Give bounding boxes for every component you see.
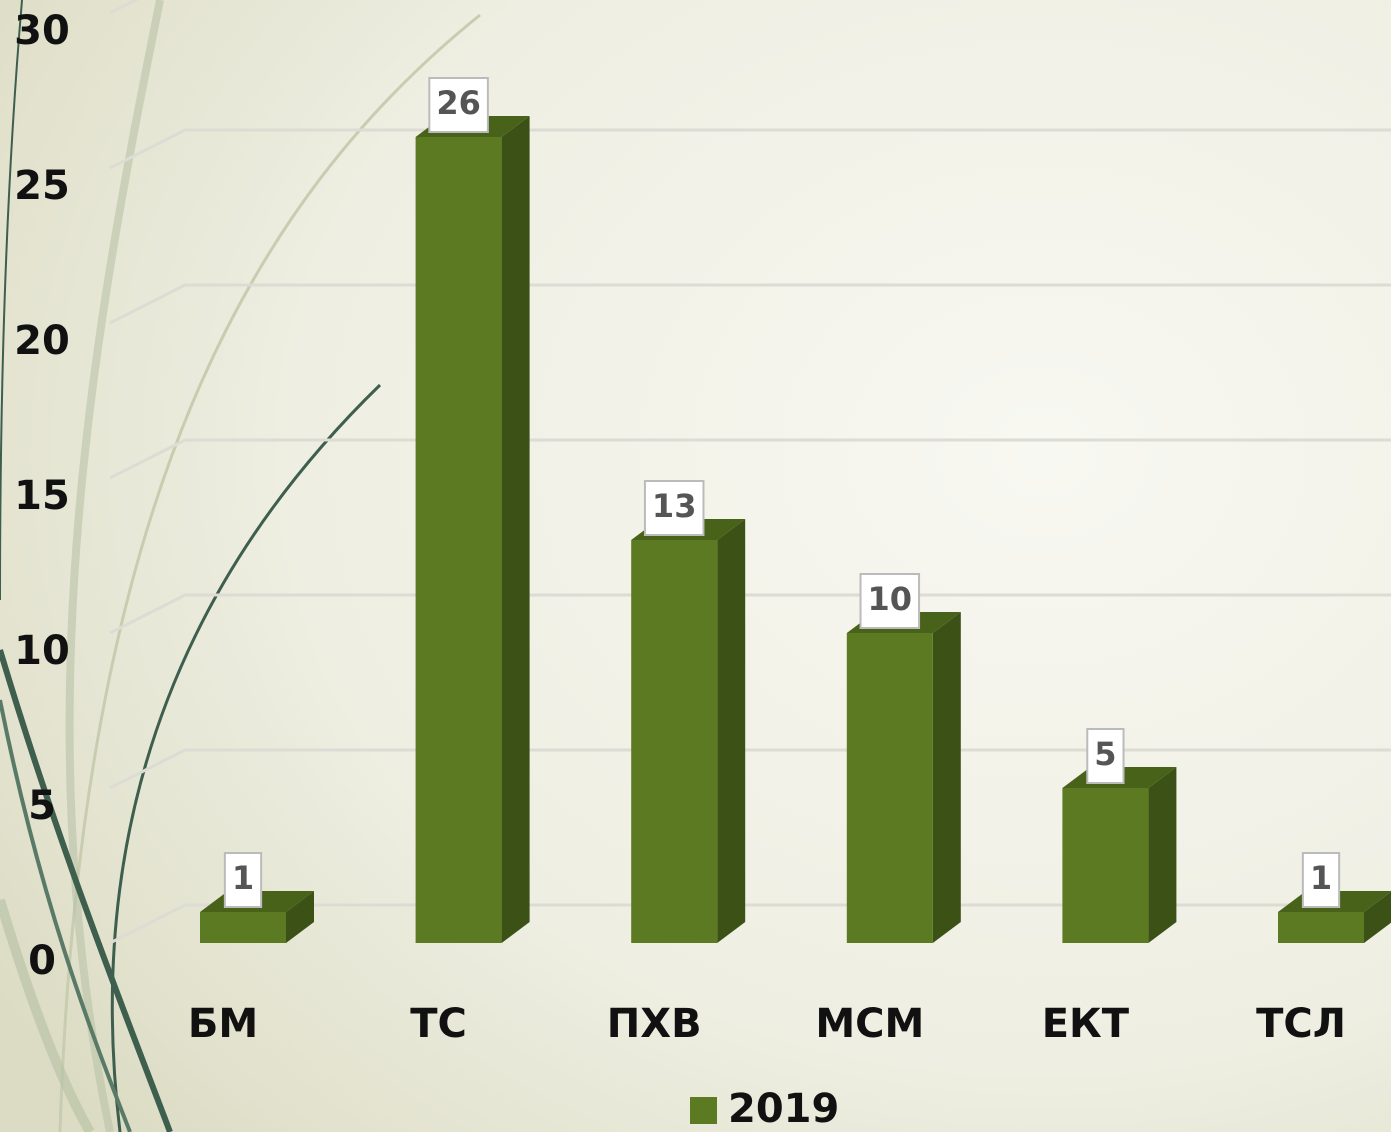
bar-side — [502, 116, 530, 943]
data-label: 13 — [645, 481, 704, 535]
bar — [847, 612, 961, 943]
data-label: 1 — [1303, 853, 1339, 907]
x-tick-label: ТСЛ — [1256, 1001, 1346, 1047]
bar-front — [1278, 912, 1364, 943]
bar-side — [933, 612, 961, 943]
bar-side — [717, 519, 745, 943]
y-tick-label: 10 — [14, 628, 70, 674]
data-label-text: 5 — [1094, 735, 1116, 773]
data-label: 5 — [1087, 729, 1123, 783]
bar — [1062, 767, 1176, 943]
x-tick-label: ТС — [410, 1001, 467, 1047]
bar-front — [416, 137, 502, 943]
data-label-text: 1 — [1310, 859, 1332, 897]
x-tick-label: МСМ — [815, 1001, 924, 1047]
y-tick-label: 30 — [14, 8, 70, 54]
data-label: 10 — [861, 574, 920, 628]
bar — [631, 519, 745, 943]
bar-front — [200, 912, 286, 943]
data-label: 1 — [225, 853, 261, 907]
y-tick-label: 20 — [14, 318, 70, 364]
bar-side — [1148, 767, 1176, 943]
bar-front — [847, 633, 933, 943]
bar-front — [631, 540, 717, 943]
data-label-text: 1 — [232, 859, 254, 897]
y-tick-label: 0 — [28, 938, 56, 984]
data-label-text: 26 — [436, 84, 481, 122]
y-tick-label: 5 — [28, 783, 56, 829]
legend-swatch — [690, 1097, 717, 1124]
legend-label: 2019 — [728, 1086, 839, 1132]
x-tick-label: ЕКТ — [1042, 1001, 1130, 1047]
bar-front — [1062, 788, 1148, 943]
data-label-text: 10 — [868, 580, 913, 618]
bar — [416, 116, 530, 943]
x-tick-label: ПХВ — [607, 1001, 702, 1047]
data-label-text: 13 — [652, 487, 697, 525]
x-tick-label: БМ — [188, 1001, 258, 1047]
chart: 1 26 13 10 5 1 0 5 10 15 20 25 30 БМ ТС ПХВ МСМ ЕКТ ТСЛ 20… — [0, 0, 1391, 1132]
data-label: 26 — [429, 78, 488, 132]
y-tick-label: 25 — [14, 163, 70, 209]
y-tick-label: 15 — [14, 473, 70, 519]
